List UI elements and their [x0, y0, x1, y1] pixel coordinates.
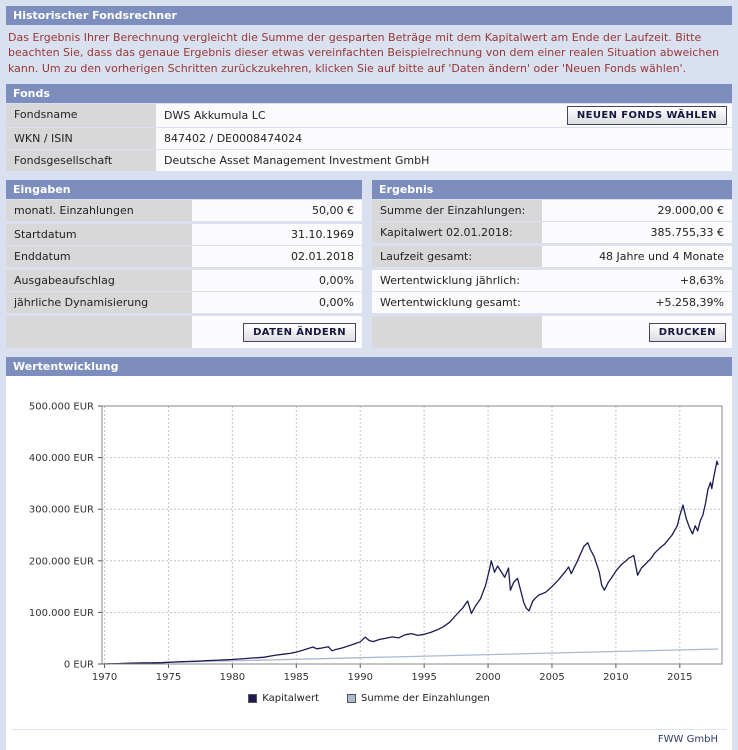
svg-text:500.000 EUR: 500.000 EUR	[29, 402, 94, 413]
input-result-columns: Eingaben monatl. Einzahlungen 50,00 € St…	[6, 180, 732, 349]
legend-item-einzahlungen: Summe der Einzahlungen	[347, 693, 490, 704]
wkn-isin-value: 847402 / DE0008474024	[164, 132, 303, 146]
startdatum-label: Startdatum	[6, 224, 192, 246]
svg-text:0 EUR: 0 EUR	[64, 660, 94, 671]
chart-section: Wertentwicklung 0 EUR 100.000 EUR 200.000 …	[6, 357, 732, 750]
chart-section-title: Wertentwicklung	[6, 357, 732, 377]
fonds-table: Fondsname DWS Akkumula LC NEUEN FONDS WÄ…	[6, 104, 732, 172]
svg-text:1975: 1975	[156, 672, 181, 683]
laufzeit-value: 48 Jahre und 4 Monate	[542, 246, 732, 268]
legend-label-kapitalwert: Kapitalwert	[262, 693, 320, 705]
svg-text:2005: 2005	[539, 672, 564, 683]
enddatum-label: Enddatum	[6, 246, 192, 268]
svg-text:2000: 2000	[475, 672, 500, 683]
ausgabeaufschlag-label: Ausgabeaufschlag	[6, 270, 192, 292]
svg-text:300.000 EUR: 300.000 EUR	[29, 505, 94, 516]
kapitalwert-label: Kapitalwert 02.01.2018:	[372, 222, 542, 244]
summe-einzahlungen-label: Summe der Einzahlungen:	[372, 200, 542, 222]
fonds-section-title: Fonds	[6, 84, 732, 104]
ergebnis-button-row-spacer	[372, 316, 542, 349]
table-row: Fondsgesellschaft Deutsche Asset Managem…	[6, 150, 732, 172]
svg-text:200.000 EUR: 200.000 EUR	[29, 556, 94, 567]
table-row: WKN / ISIN 847402 / DE0008474024	[6, 128, 732, 150]
table-row: Summe der Einzahlungen: 29.000,00 €	[372, 200, 732, 222]
table-row: Startdatum 31.10.1969	[6, 224, 362, 246]
page-title: Historischer Fondsrechner	[6, 6, 732, 25]
new-fund-button[interactable]: NEUEN FONDS WÄHLEN	[566, 106, 727, 126]
svg-text:2015: 2015	[667, 672, 692, 683]
wertentwicklung-gesamt-label: Wertentwicklung gesamt:	[372, 292, 542, 314]
dynamisierung-value: 0,00%	[192, 292, 362, 314]
ausgabeaufschlag-value: 0,00%	[192, 270, 362, 292]
chart-legend: Kapitalwert Summe der Einzahlungen	[12, 693, 726, 704]
eingaben-panel: Eingaben monatl. Einzahlungen 50,00 € St…	[6, 180, 362, 349]
wertentwicklung-jaehrlich-value: +8,63%	[542, 270, 732, 292]
svg-text:1990: 1990	[348, 672, 373, 683]
intro-text: Das Ergebnis Ihrer Berechnung vergleicht…	[8, 31, 720, 75]
fondsgesellschaft-label: Fondsgesellschaft	[6, 150, 156, 172]
fonds-section: Fonds Fondsname DWS Akkumula LC NEUEN FO…	[6, 84, 732, 172]
table-row: Wertentwicklung jährlich: +8,63%	[372, 270, 732, 292]
eingaben-panel-title: Eingaben	[6, 180, 362, 200]
print-button[interactable]: DRUCKEN	[648, 322, 726, 342]
table-row: jährliche Dynamisierung 0,00%	[6, 292, 362, 314]
wertentwicklung-gesamt-value: +5.258,39%	[542, 292, 732, 314]
startdatum-value: 31.10.1969	[192, 224, 362, 246]
legend-item-kapitalwert: Kapitalwert	[248, 693, 319, 704]
legend-swatch-kapitalwert-icon	[248, 694, 258, 704]
legend-label-einzahlungen: Summe der Einzahlungen	[361, 693, 490, 705]
wkn-isin-value-cell: 847402 / DE0008474024	[156, 128, 732, 150]
dynamisierung-label: jährliche Dynamisierung	[6, 292, 192, 314]
summe-einzahlungen-value: 29.000,00 €	[542, 200, 732, 222]
enddatum-value: 02.01.2018	[192, 246, 362, 268]
monatl-einzahlungen-value: 50,00 €	[192, 200, 362, 222]
fondsname-label: Fondsname	[6, 104, 156, 128]
chart-panel: 0 EUR 100.000 EUR 200.000 EUR 300.000 EUR 40…	[6, 376, 732, 750]
svg-text:100.000 EUR: 100.000 EUR	[29, 608, 94, 619]
eingaben-button-row-spacer	[6, 316, 192, 349]
svg-text:1995: 1995	[411, 672, 436, 683]
fondsgesellschaft-value-cell: Deutsche Asset Management Investment Gmb…	[156, 150, 732, 172]
svg-text:400.000 EUR: 400.000 EUR	[29, 453, 94, 464]
table-row: Ausgabeaufschlag 0,00%	[6, 270, 362, 292]
laufzeit-label: Laufzeit gesamt:	[372, 246, 542, 268]
table-row: Wertentwicklung gesamt: +5.258,39%	[372, 292, 732, 314]
svg-text:1980: 1980	[220, 672, 245, 683]
change-data-button[interactable]: DATEN ÄNDERN	[243, 322, 356, 342]
svg-text:2010: 2010	[603, 672, 628, 683]
svg-text:1985: 1985	[284, 672, 309, 683]
eingaben-button-row: DATEN ÄNDERN	[6, 316, 362, 349]
legend-swatch-einzahlungen-icon	[347, 694, 357, 704]
table-row: Fondsname DWS Akkumula LC NEUEN FONDS WÄ…	[6, 104, 732, 128]
ergebnis-panel-title: Ergebnis	[372, 180, 732, 200]
table-row: Kapitalwert 02.01.2018: 385.755,33 €	[372, 222, 732, 244]
svg-text:1970: 1970	[92, 672, 117, 683]
fondsgesellschaft-value: Deutsche Asset Management Investment Gmb…	[164, 154, 430, 168]
performance-line-chart: 0 EUR 100.000 EUR 200.000 EUR 300.000 EUR 40…	[29, 402, 723, 683]
ergebnis-panel: Ergebnis Summe der Einzahlungen: 29.000,…	[372, 180, 732, 349]
fondsname-value: DWS Akkumula LC	[164, 109, 266, 123]
ergebnis-button-row: DRUCKEN	[372, 316, 732, 349]
provider-credit: FWW GmbH	[12, 729, 726, 750]
kapitalwert-value: 385.755,33 €	[542, 222, 732, 244]
table-row: monatl. Einzahlungen 50,00 €	[6, 200, 362, 222]
fondsname-value-cell: DWS Akkumula LC NEUEN FONDS WÄHLEN	[156, 104, 732, 128]
wkn-isin-label: WKN / ISIN	[6, 128, 156, 150]
monatl-einzahlungen-label: monatl. Einzahlungen	[6, 200, 192, 222]
table-row: Laufzeit gesamt: 48 Jahre und 4 Monate	[372, 246, 732, 268]
table-row: Enddatum 02.01.2018	[6, 246, 362, 268]
wertentwicklung-jaehrlich-label: Wertentwicklung jährlich:	[372, 270, 542, 292]
